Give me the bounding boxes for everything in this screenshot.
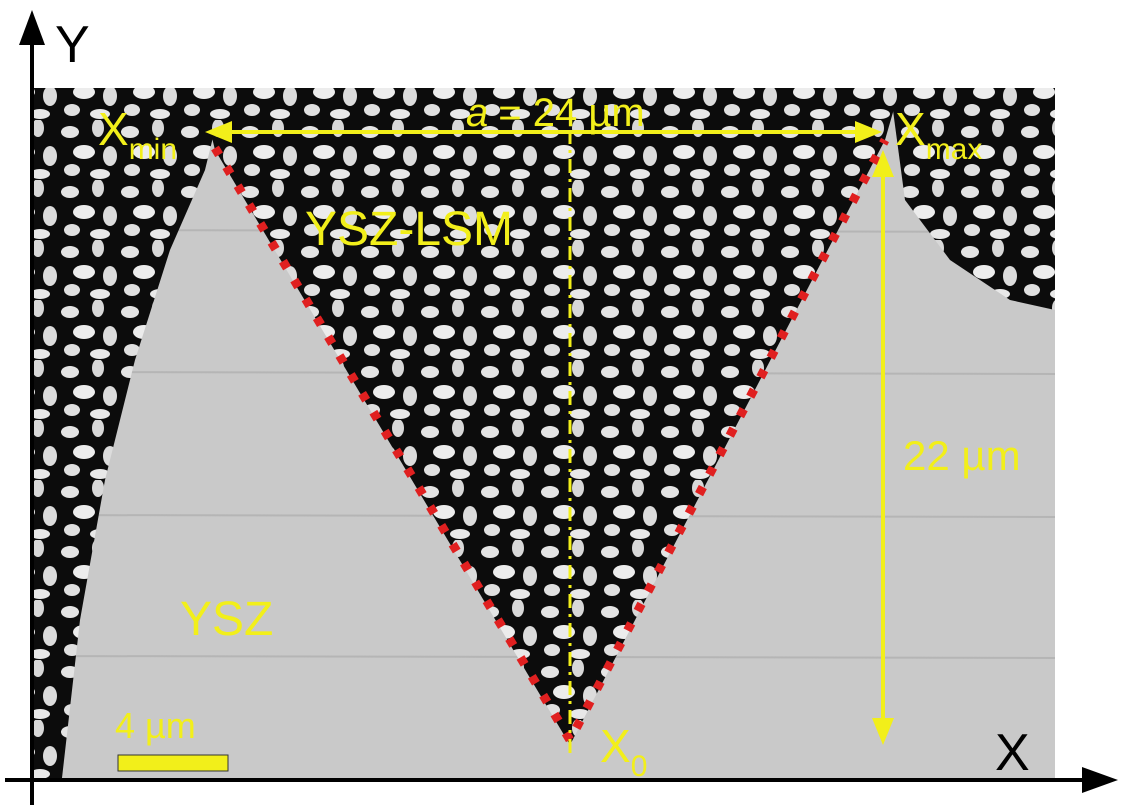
x-min-sub: min <box>129 133 177 166</box>
x-0-main: X <box>600 720 631 772</box>
y-axis-label: Y <box>55 16 90 74</box>
figure: Y X a= 24 µm Xmin Xmax X0 22 µm YSZ-LSM … <box>0 0 1123 810</box>
width-variable: a <box>466 91 488 135</box>
scale-bar-label: 4 µm <box>115 705 196 746</box>
x-axis-label: X <box>995 724 1030 782</box>
page: Y X a= 24 µm Xmin Xmax X0 22 µm YSZ-LSM … <box>0 0 1123 810</box>
height-label: 22 µm <box>903 432 1021 479</box>
x-max-main: X <box>895 103 926 155</box>
arrow-head <box>19 10 45 45</box>
x-max-sub: max <box>926 133 983 166</box>
x-min-main: X <box>98 103 129 155</box>
scale-bar <box>118 755 228 771</box>
x-0-sub: 0 <box>631 750 648 783</box>
arrow-head <box>1082 767 1118 793</box>
region-outer-label: YSZ <box>180 593 273 646</box>
width-value: = 24 µm <box>498 91 644 135</box>
region-inner-label: YSZ-LSM <box>305 203 513 256</box>
